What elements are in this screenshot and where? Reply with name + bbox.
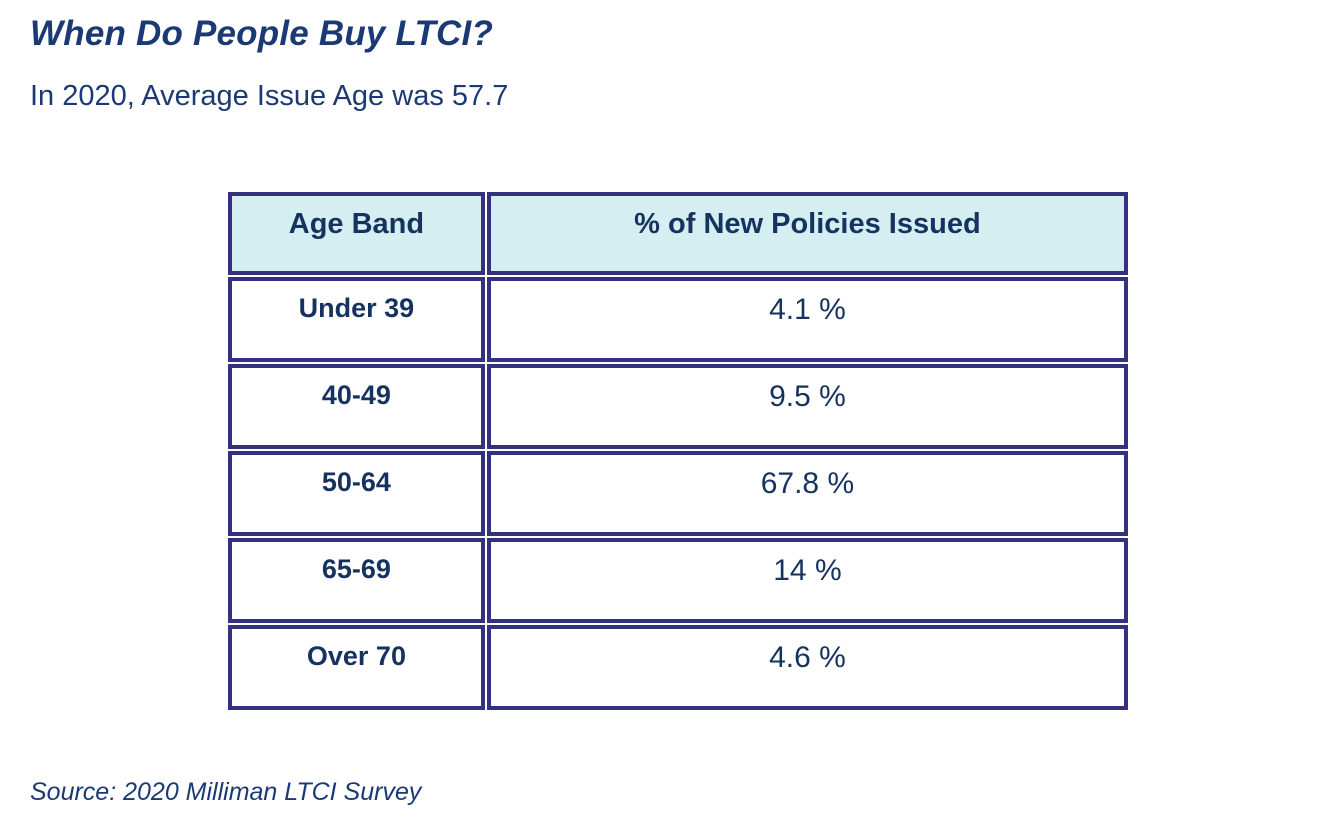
table-row: Over 70 4.6 % [228,625,1128,710]
age-band-cell: Over 70 [228,625,485,710]
age-band-cell: 65-69 [228,538,485,623]
table-row: 40-49 9.5 % [228,364,1128,449]
age-band-table: Age Band % of New Policies Issued Under … [226,190,1130,712]
table-header-row: Age Band % of New Policies Issued [228,192,1128,275]
source-citation: Source: 2020 Milliman LTCI Survey [30,778,422,806]
page-subtitle: In 2020, Average Issue Age was 57.7 [30,80,509,112]
age-band-table-container: Age Band % of New Policies Issued Under … [226,190,1130,712]
pct-cell: 4.1 % [486,277,1128,362]
table-row: 65-69 14 % [228,538,1128,623]
pct-cell: 67.8 % [486,451,1128,536]
pct-cell: 14 % [486,538,1128,623]
pct-cell: 4.6 % [486,625,1128,710]
table-row: 50-64 67.8 % [228,451,1128,536]
page-title: When Do People Buy LTCI? [30,14,494,53]
column-header-age-band: Age Band [228,192,485,275]
age-band-cell: Under 39 [228,277,485,362]
age-band-cell: 40-49 [228,364,485,449]
pct-cell: 9.5 % [486,364,1128,449]
age-band-cell: 50-64 [228,451,485,536]
table-row: Under 39 4.1 % [228,277,1128,362]
column-header-pct-new-policies: % of New Policies Issued [486,192,1128,275]
